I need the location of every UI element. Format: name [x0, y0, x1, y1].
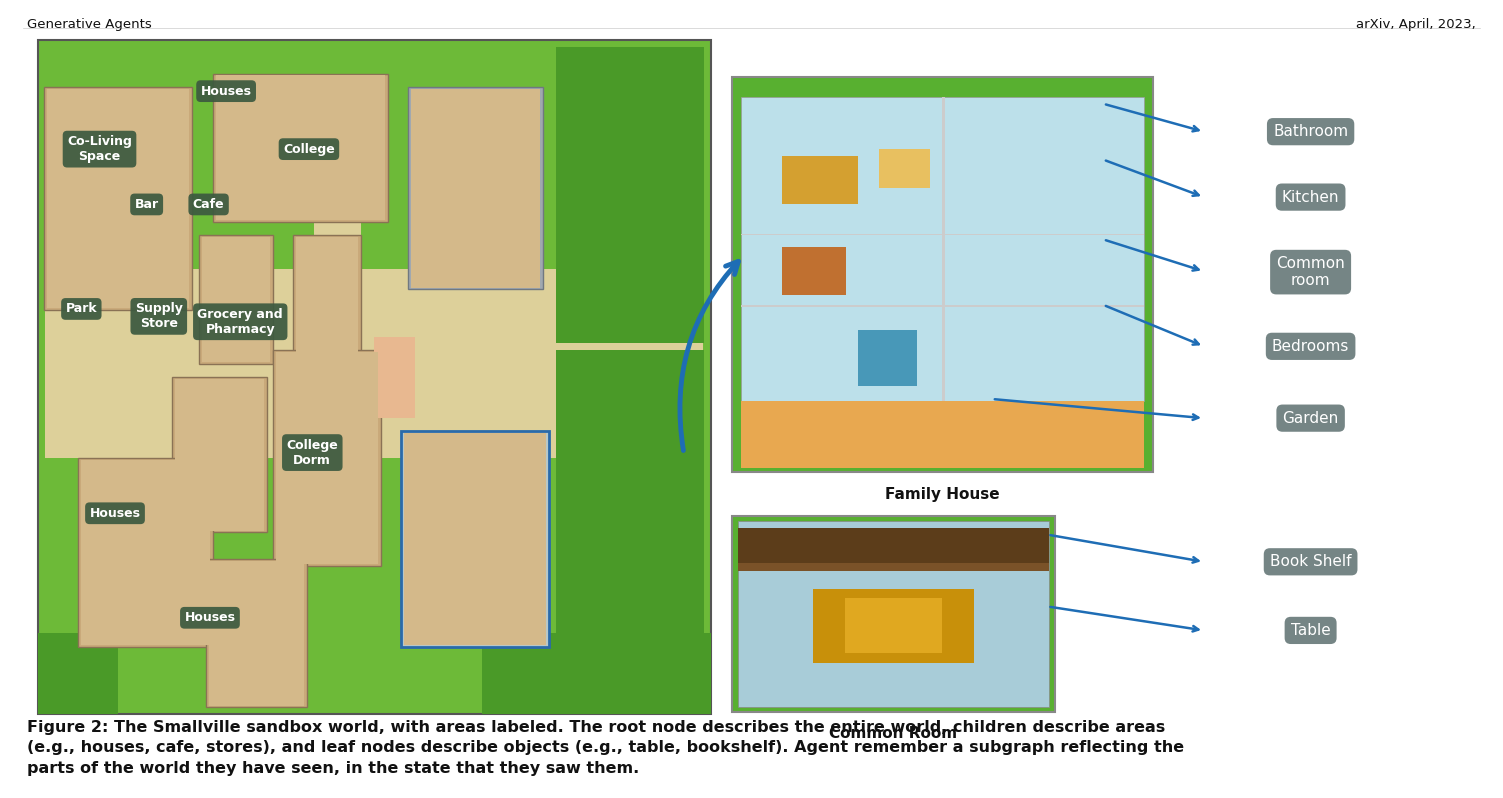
Text: Houses: Houses: [90, 507, 140, 519]
Bar: [401, 431, 549, 646]
Bar: [47, 89, 189, 308]
Text: Houses: Houses: [185, 611, 236, 624]
Bar: [741, 305, 1144, 306]
Bar: [879, 148, 930, 188]
Text: Bar: Bar: [135, 198, 159, 211]
Bar: [738, 563, 1049, 571]
Bar: [738, 521, 1049, 707]
Bar: [741, 401, 1144, 468]
Text: Book Shelf: Book Shelf: [1270, 555, 1351, 569]
Text: Common Room: Common Room: [830, 726, 957, 741]
Bar: [203, 237, 271, 362]
Bar: [212, 73, 388, 222]
Bar: [942, 97, 945, 401]
Text: Co-Living
Space: Co-Living Space: [68, 135, 132, 163]
Bar: [741, 97, 1144, 401]
Bar: [296, 237, 358, 362]
Bar: [209, 561, 304, 706]
Bar: [274, 350, 380, 566]
Text: Bedrooms: Bedrooms: [1272, 339, 1350, 354]
Bar: [176, 379, 263, 531]
Bar: [44, 87, 192, 310]
Bar: [407, 87, 543, 290]
Bar: [482, 634, 711, 714]
Text: College: College: [283, 143, 335, 156]
Bar: [206, 559, 307, 708]
Text: Garden: Garden: [1282, 411, 1339, 425]
Text: Table: Table: [1291, 623, 1330, 638]
Bar: [738, 528, 1049, 571]
Bar: [783, 247, 846, 294]
Bar: [404, 433, 546, 645]
Text: Generative Agents: Generative Agents: [27, 18, 152, 30]
Bar: [38, 40, 711, 714]
Bar: [81, 460, 209, 645]
Text: Houses: Houses: [200, 85, 251, 97]
Text: Grocery and
Pharmacy: Grocery and Pharmacy: [197, 308, 283, 336]
Text: Cafe: Cafe: [192, 198, 224, 211]
Text: Park: Park: [66, 302, 98, 315]
Bar: [277, 352, 377, 564]
Bar: [38, 634, 119, 714]
Text: Family House: Family House: [885, 487, 999, 502]
Bar: [125, 208, 179, 646]
Bar: [215, 75, 385, 220]
Bar: [813, 589, 974, 663]
Bar: [314, 208, 361, 512]
Bar: [556, 46, 705, 343]
Bar: [556, 350, 705, 646]
Text: Bathroom: Bathroom: [1273, 124, 1348, 139]
Text: arXiv, April, 2023,: arXiv, April, 2023,: [1356, 18, 1476, 30]
Text: College
Dorm: College Dorm: [287, 439, 338, 467]
Bar: [200, 235, 274, 364]
Bar: [45, 269, 703, 458]
Bar: [783, 156, 858, 203]
Bar: [410, 89, 540, 288]
Bar: [858, 330, 917, 385]
Text: Kitchen: Kitchen: [1282, 190, 1339, 204]
Bar: [374, 337, 415, 417]
Bar: [741, 234, 1144, 235]
Text: Figure 2: The Smallville sandbox world, with areas labeled. The root node descri: Figure 2: The Smallville sandbox world, …: [27, 720, 1184, 776]
Bar: [78, 458, 212, 646]
Text: Supply
Store: Supply Store: [135, 302, 183, 330]
Bar: [732, 516, 1055, 712]
Bar: [732, 77, 1153, 472]
Bar: [173, 377, 266, 532]
Bar: [293, 235, 361, 364]
Bar: [845, 598, 942, 653]
Text: Common
room: Common room: [1276, 256, 1345, 288]
